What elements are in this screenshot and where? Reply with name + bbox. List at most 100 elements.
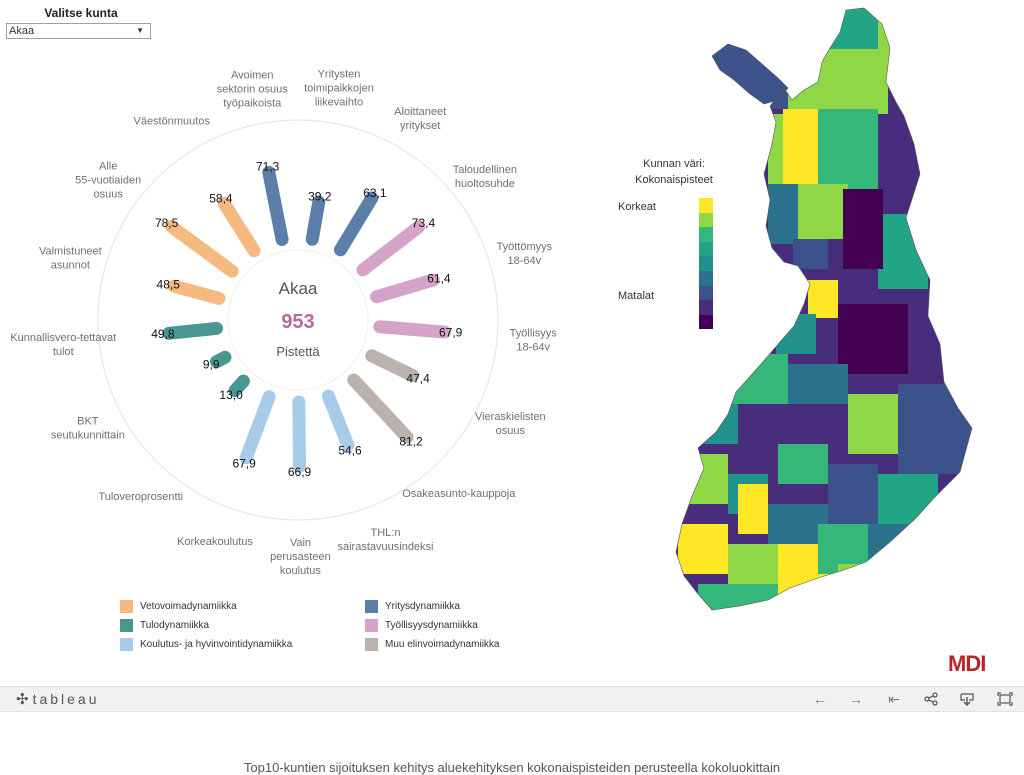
radial-bar[interactable] [333, 191, 379, 257]
radial-bar[interactable] [292, 395, 307, 473]
legend-label: Yritysdynamiikka [385, 601, 461, 612]
municipality-filter: Valitse kunta Akaa ▼ [6, 6, 156, 39]
bar-value-label: 48,5 [157, 278, 181, 292]
bar-value-label: 66,9 [288, 465, 312, 479]
share-button[interactable] [921, 690, 941, 708]
bar-value-label: 81,2 [399, 434, 423, 448]
legend-label: Vetovoimadynamiikka [140, 601, 237, 612]
category-label: Valmistuneet asunnot [39, 246, 102, 272]
radial-bar[interactable] [356, 220, 426, 277]
bar-value-label: 49,8 [151, 327, 175, 341]
undo-button[interactable]: ← [810, 690, 830, 708]
legend-swatch [365, 600, 378, 613]
center-municipality-name: Akaa [279, 279, 318, 298]
download-button[interactable] [957, 690, 977, 708]
legend-swatch [365, 638, 378, 651]
category-label: Taloudellinen huoltosuhde [453, 164, 517, 190]
radial-bar[interactable] [373, 320, 452, 339]
legend-item-tyollisyys[interactable]: Työllisyysdynamiikka [365, 619, 478, 632]
radial-bar[interactable] [164, 219, 239, 278]
legend-item-tulo[interactable]: Tulodynamiikka [120, 619, 209, 632]
radial-bar[interactable] [162, 321, 223, 340]
revert-button[interactable]: ⇤ [884, 690, 904, 708]
category-label: Vain perusasteen koulutus [270, 537, 331, 577]
scale-step-1 [699, 212, 713, 228]
category-label: Osakeasunto-kauppoja [402, 488, 516, 500]
radial-bar[interactable] [365, 349, 420, 383]
radial-bar[interactable] [321, 389, 355, 452]
bar-value-label: 63,1 [363, 186, 387, 200]
tableau-mark-icon: ✣ [16, 691, 29, 708]
bar-value-label: 54,6 [338, 443, 362, 457]
inner-circle [227, 249, 369, 391]
bar-value-label: 61,4 [427, 271, 451, 285]
radial-bar[interactable] [305, 195, 326, 246]
map-color-scale [699, 198, 713, 330]
category-label: Tuloveroprosentti [99, 491, 184, 503]
radial-bar[interactable] [262, 165, 289, 247]
map-color-legend: Kunnan väri: Kokonaispisteet Korkeat Mat… [614, 156, 734, 330]
bar-value-label: 78,5 [155, 216, 179, 230]
map-legend-low-label: Matalat [618, 290, 655, 302]
undo-arrow-icon: ← [813, 691, 827, 707]
category-label: THL:n sairastavuusindeksi [338, 527, 434, 553]
map-legend-high-label: Korkeat [618, 201, 656, 213]
radial-bar-chart: 39,2 63,1 73,4 61,4 67,9 47,4 81,2 54,6 66,9 67,9… [10, 69, 557, 577]
bar-value-label: 9,9 [203, 357, 220, 371]
category-label: Aloittaneet yritykset [394, 106, 446, 132]
fullscreen-icon [997, 692, 1013, 706]
redo-arrow-icon: → [849, 691, 863, 707]
fullscreen-button[interactable] [995, 690, 1015, 708]
category-label: Alle 55-vuotiaiden osuus [75, 161, 141, 201]
legend-item-vetovoima[interactable]: Vetovoimadynamiikka [120, 600, 237, 613]
legend-swatch [120, 619, 133, 632]
legend-swatch [120, 638, 133, 651]
radial-bar[interactable] [228, 374, 250, 397]
category-label: Väestönmuutos [133, 116, 210, 128]
municipality-select[interactable]: Akaa ▼ [6, 23, 151, 39]
category-label: Avoimen sektorin osuus työpaikoista [217, 69, 288, 109]
category-label: Vieraskielisten osuus [475, 411, 546, 437]
scale-step-7 [699, 300, 713, 315]
bars-layer: 39,2 63,1 73,4 61,4 67,9 47,4 81,2 54,6 66,9 67,9… [151, 160, 462, 480]
share-icon [924, 692, 938, 706]
redo-button[interactable]: → [846, 690, 866, 708]
category-label: Yritysten toimipaikkojen liikevaihto [304, 69, 374, 109]
legend-label: Muu elinvoimadynamiikka [385, 639, 500, 650]
radial-bar[interactable] [370, 273, 440, 304]
revert-icon: ⇤ [888, 691, 900, 707]
scale-step-6 [699, 285, 713, 301]
tableau-toolbar: ✣ tableau ← → ⇤ [0, 686, 1024, 712]
bar-value-label: 47,4 [406, 371, 430, 385]
tableau-logo-text: tableau [32, 691, 100, 707]
filter-title: Valitse kunta [44, 6, 118, 20]
legend-item-koulutus[interactable]: Koulutus- ja hyvinvointidynamiikka [120, 638, 292, 651]
tableau-logo[interactable]: ✣ tableau [16, 690, 100, 708]
category-labels-layer: Yritysten toimipaikkojen liikevaihto Aloitt… [10, 69, 557, 577]
chevron-down-icon: ▼ [136, 26, 144, 35]
radial-bar[interactable] [210, 350, 232, 369]
radial-bar[interactable] [217, 196, 261, 258]
category-label: BKT seutukunnittain [51, 415, 125, 441]
mdi-logo: MDI [948, 651, 986, 676]
legend-swatch [365, 619, 378, 632]
radial-bar[interactable] [239, 390, 276, 465]
legend-item-yritys[interactable]: Yritysdynamiikka [365, 600, 460, 613]
scale-step-8 [699, 314, 713, 330]
scale-step-5 [699, 270, 713, 286]
center-unit-label: Pistettä [276, 344, 320, 359]
finland-choropleth-map[interactable] [668, 4, 978, 624]
map-legend-title-2: Kokonaispisteet [635, 174, 713, 186]
category-label: Työttömyys 18-64v [497, 241, 553, 267]
outer-ring [97, 119, 499, 521]
radial-bar[interactable] [167, 279, 226, 305]
bar-value-label: 73,4 [412, 216, 436, 230]
map-legend-title-1: Kunnan väri: [643, 158, 705, 170]
radial-bar[interactable] [347, 373, 414, 444]
download-icon [960, 693, 974, 706]
legend-item-muu[interactable]: Muu elinvoimadynamiikka [365, 638, 500, 651]
category-label: Korkeakoulutus [177, 536, 253, 548]
legend-label: Koulutus- ja hyvinvointidynamiikka [140, 639, 293, 650]
bar-value-label: 67,9 [439, 326, 463, 340]
scale-step-3 [699, 241, 713, 257]
